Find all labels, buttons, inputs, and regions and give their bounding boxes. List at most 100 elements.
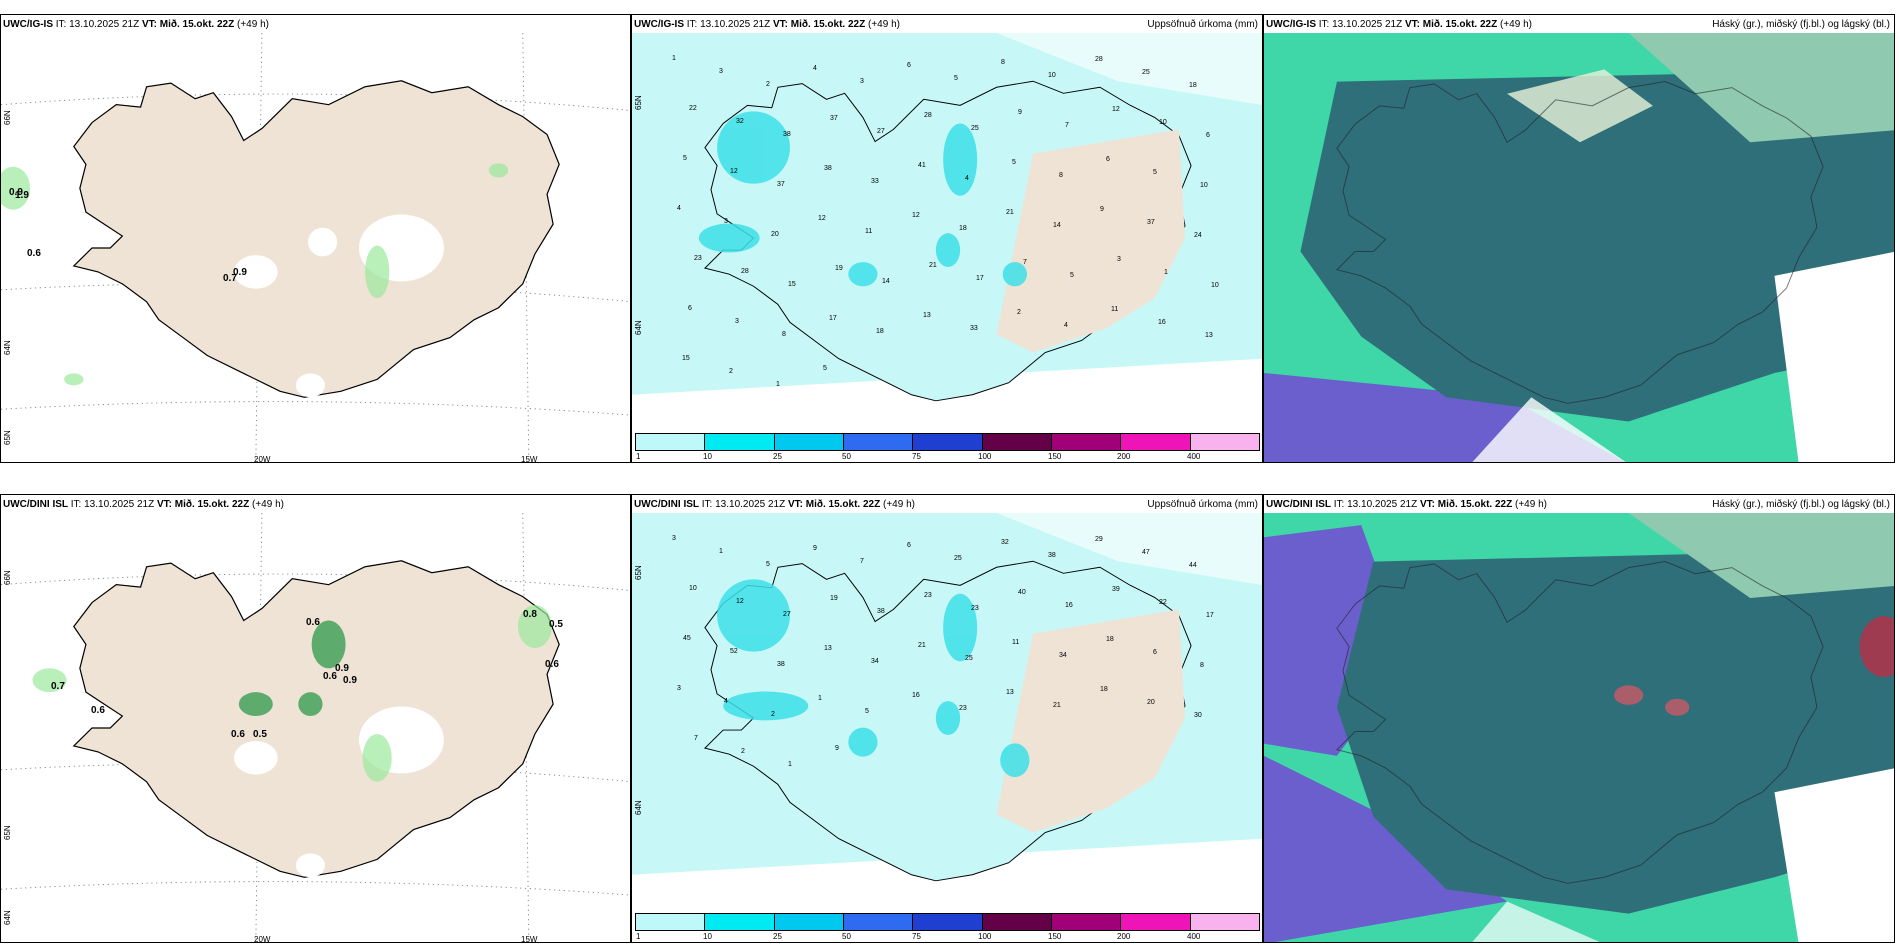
precip-amount: 6 [907, 62, 911, 69]
precip-amount: 3 [719, 68, 723, 75]
colorbar-tick: 1 [636, 932, 641, 941]
precip-amount: 5 [766, 561, 770, 568]
precip-amount: 39 [1112, 586, 1120, 593]
precip-amount: 22 [1159, 599, 1167, 606]
precip-amount: 38 [877, 608, 885, 615]
precip-amount: 29 [1095, 536, 1103, 543]
wind-value: 0.6 [27, 248, 41, 259]
precip-amount: 30 [1194, 712, 1202, 719]
wind-value: 0.6 [306, 617, 320, 628]
precip-amount: 38 [1048, 552, 1056, 559]
precip-map [632, 33, 1262, 443]
precip-amount: 1 [1164, 269, 1168, 276]
precip-amount: 3 [1117, 256, 1121, 263]
precip-amount: 8 [1001, 59, 1005, 66]
precip-amount: 21 [918, 642, 926, 649]
precip-amount: 11 [1012, 639, 1020, 646]
wind-value: 0.6 [323, 671, 337, 682]
colorbar-tick: 50 [842, 452, 851, 461]
precip-amount: 16 [1065, 602, 1073, 609]
precip-amount: 34 [871, 658, 879, 665]
precip-amount: 22 [689, 105, 697, 112]
colorbar-tick: 200 [1117, 452, 1131, 461]
precip-amount: 10 [1159, 119, 1167, 126]
precip-amount: 12 [730, 168, 738, 175]
precip-map [632, 513, 1262, 923]
precip-amount: 12 [818, 215, 826, 222]
panel-title: UWC/DINI ISL IT: 13.10.2025 21Z VT: Mið.… [1266, 499, 1547, 510]
precip-amount: 23 [924, 592, 932, 599]
precip-amount: 3 [724, 218, 728, 225]
wind-value: 0.7 [51, 681, 65, 692]
precip-amount: 13 [824, 645, 832, 652]
precip-amount: 23 [971, 605, 979, 612]
precip-amount: 16 [1158, 319, 1166, 326]
precip-amount: 3 [860, 78, 864, 85]
panel-title: UWC/IG-IS IT: 13.10.2025 21Z VT: Mið. 15… [634, 19, 900, 30]
precip-amount: 14 [882, 278, 890, 285]
lat-label: 64N [3, 340, 12, 355]
colorbar-tick: 150 [1048, 932, 1062, 941]
precip-amount: 28 [924, 112, 932, 119]
precip-amount: 4 [724, 698, 728, 705]
precip-amount: 5 [1153, 169, 1157, 176]
lon-label: 20W [254, 455, 271, 463]
precip-amount: 28 [1095, 56, 1103, 63]
precip-amount: 23 [959, 705, 967, 712]
precip-panel-bottom: UWC/DINI ISL IT: 13.10.2025 21Z VT: Mið.… [631, 494, 1263, 943]
precip-amount: 44 [1189, 562, 1197, 569]
wind-value: 0.9 [9, 187, 23, 198]
precip-amount: 41 [918, 162, 926, 169]
precip-amount: 25 [971, 125, 979, 132]
lat-label: 64N [634, 800, 643, 815]
precip-amount: 9 [813, 545, 817, 552]
precip-amount: 20 [1147, 699, 1155, 706]
lon-label: 15W [521, 455, 538, 463]
colorbar-tick: 25 [773, 452, 782, 461]
precip-amount: 13 [923, 312, 931, 319]
precip-amount: 34 [1059, 652, 1067, 659]
wind-value: 0.6 [545, 659, 559, 670]
precip-amount: 3 [672, 535, 676, 542]
wind-value: 0.5 [253, 729, 267, 740]
precip-amount: 9 [1100, 206, 1104, 213]
colorbar [635, 433, 1260, 451]
lat-label: 66N [3, 570, 12, 585]
cloud-map [1264, 513, 1894, 942]
lat-label: 65N [3, 825, 12, 840]
cloud-panel-top: UWC/IG-IS IT: 13.10.2025 21Z VT: Mið. 15… [1263, 14, 1895, 463]
colorbar-tick: 200 [1117, 932, 1131, 941]
precip-amount: 8 [1200, 662, 1204, 669]
wind-panel-top: UWC/IG-IS IT: 13.10.2025 21Z VT: Mið. 15… [0, 14, 631, 463]
precip-amount: 4 [965, 175, 969, 182]
precip-amount: 11 [865, 228, 873, 235]
colorbar-tick: 100 [978, 452, 992, 461]
lat-label: 65N [634, 95, 643, 110]
precip-amount: 6 [1206, 132, 1210, 139]
precip-amount: 25 [965, 655, 973, 662]
colorbar-tick: 1 [636, 452, 641, 461]
precip-amount: 2 [729, 368, 733, 375]
colorbar-tick: 10 [703, 452, 712, 461]
precip-amount: 5 [1070, 272, 1074, 279]
precip-amount: 47 [1142, 549, 1150, 556]
precip-amount: 15 [682, 355, 690, 362]
precip-amount: 12 [912, 212, 920, 219]
precip-amount: 37 [1147, 219, 1155, 226]
precip-amount: 15 [788, 281, 796, 288]
precip-amount: 9 [1018, 109, 1022, 116]
precip-amount: 7 [860, 558, 864, 565]
precip-amount: 5 [865, 708, 869, 715]
wind-map [1, 33, 630, 462]
precip-amount: 33 [871, 178, 879, 185]
precip-amount: 17 [1206, 612, 1214, 619]
precip-amount: 17 [829, 315, 837, 322]
precip-amount: 38 [783, 131, 791, 138]
precip-amount: 2 [766, 81, 770, 88]
precip-amount: 18 [876, 328, 884, 335]
precip-amount: 1 [818, 695, 822, 702]
colorbar-tick: 400 [1187, 932, 1201, 941]
precip-amount: 27 [783, 611, 791, 618]
cloud-panel-bottom: UWC/DINI ISL IT: 13.10.2025 21Z VT: Mið.… [1263, 494, 1895, 943]
wind-panel-bottom: UWC/DINI ISL IT: 13.10.2025 21Z VT: Mið.… [0, 494, 631, 943]
